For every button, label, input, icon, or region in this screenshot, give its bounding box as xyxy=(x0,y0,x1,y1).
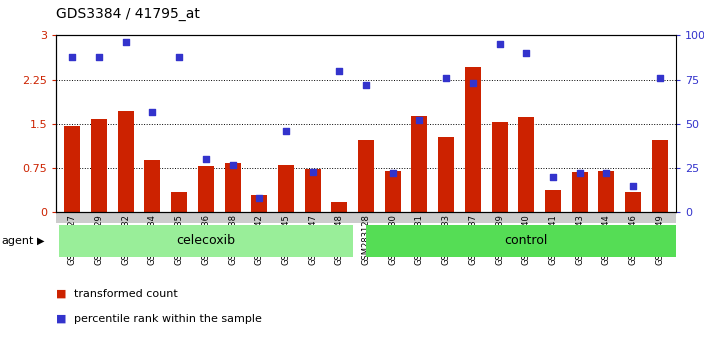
Bar xyxy=(598,171,615,212)
Text: transformed count: transformed count xyxy=(74,289,177,299)
Point xyxy=(334,68,345,74)
Point xyxy=(654,75,665,81)
Bar xyxy=(198,166,214,212)
Bar xyxy=(465,67,481,212)
FancyBboxPatch shape xyxy=(366,225,686,257)
Bar xyxy=(518,117,534,212)
Bar xyxy=(652,141,668,212)
Bar xyxy=(118,111,134,212)
Point xyxy=(307,169,318,175)
Text: ■: ■ xyxy=(56,314,67,324)
Bar xyxy=(64,126,80,212)
Point xyxy=(94,54,105,59)
Bar xyxy=(332,202,347,212)
Text: ▶: ▶ xyxy=(37,236,45,246)
Bar xyxy=(545,190,561,212)
Point xyxy=(574,171,585,176)
Point xyxy=(200,156,211,162)
Point xyxy=(414,118,425,123)
Bar xyxy=(491,122,508,212)
Bar xyxy=(305,169,321,212)
Point xyxy=(441,75,452,81)
Bar xyxy=(278,165,294,212)
Point xyxy=(280,128,291,134)
Text: percentile rank within the sample: percentile rank within the sample xyxy=(74,314,262,324)
Point xyxy=(253,195,265,201)
Point xyxy=(67,54,78,59)
Point xyxy=(387,171,398,176)
Bar xyxy=(572,172,588,212)
Point xyxy=(173,54,184,59)
Bar xyxy=(91,119,107,212)
Bar xyxy=(438,137,454,212)
Point xyxy=(521,50,532,56)
Point xyxy=(548,174,559,180)
Bar xyxy=(225,164,241,212)
Point xyxy=(494,41,505,47)
Point xyxy=(601,171,612,176)
Bar xyxy=(251,195,268,212)
Bar xyxy=(171,192,187,212)
Bar xyxy=(625,192,641,212)
Point xyxy=(227,162,238,167)
Bar xyxy=(411,116,427,212)
Bar xyxy=(358,141,374,212)
Point xyxy=(120,40,132,45)
Point xyxy=(360,82,372,88)
Text: GDS3384 / 41795_at: GDS3384 / 41795_at xyxy=(56,7,200,21)
Point xyxy=(627,183,639,189)
Point xyxy=(467,80,479,86)
Point xyxy=(147,109,158,114)
Text: control: control xyxy=(505,234,548,247)
Text: celecoxib: celecoxib xyxy=(177,234,235,247)
Text: ■: ■ xyxy=(56,289,67,299)
Bar xyxy=(385,171,401,212)
Text: agent: agent xyxy=(1,236,34,246)
FancyBboxPatch shape xyxy=(59,225,353,257)
Bar xyxy=(144,160,161,212)
